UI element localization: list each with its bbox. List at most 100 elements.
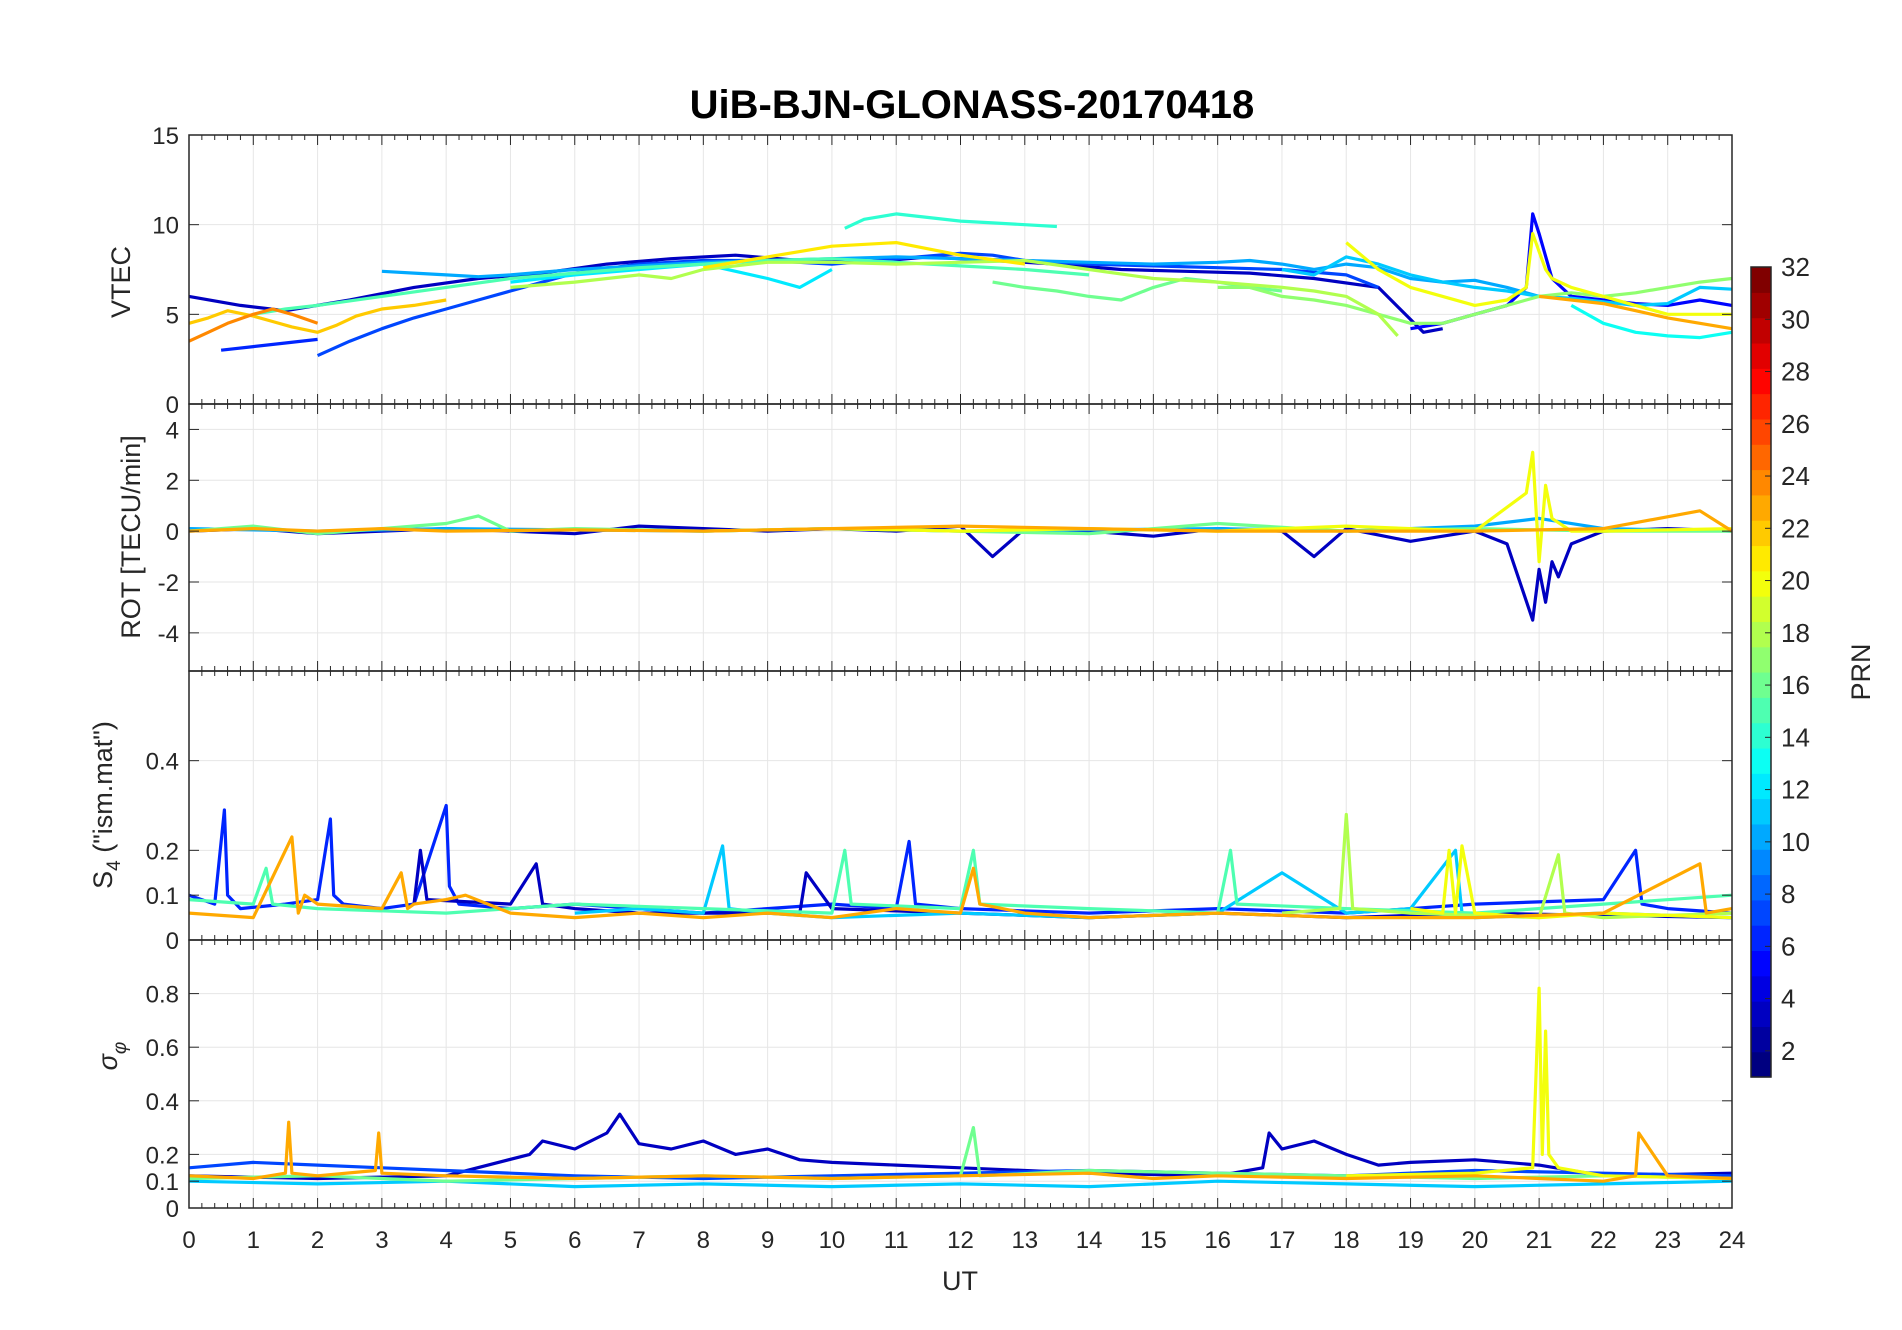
x-tick-label: 4 (439, 1227, 452, 1254)
colorbar-tick-label: 28 (1781, 357, 1810, 387)
y-tick-label: 4 (166, 417, 179, 444)
colorbar-step (1751, 1026, 1771, 1053)
x-tick-label: 18 (1333, 1227, 1360, 1254)
x-tick-label: 10 (819, 1227, 846, 1254)
series-line-prn-23 (188, 1120, 1733, 1183)
colorbar-tick-label: 24 (1781, 461, 1810, 491)
series-line-prn-18 (510, 258, 1399, 337)
colorbar-step (1751, 292, 1771, 319)
series-line-prn-20 (1345, 232, 1732, 316)
series-line-prn-21 (703, 241, 1026, 270)
ylabel-vtec: VTEC (106, 246, 136, 318)
colorbar-tick-label: 18 (1781, 618, 1810, 648)
series-line-prn-20 (703, 450, 1733, 564)
chart-title: UiB-BJN-GLONASS-20170418 (690, 83, 1255, 127)
series-line-prn-7 (188, 1160, 1733, 1181)
y-tick-label: 10 (152, 213, 179, 240)
colorbar-step (1751, 672, 1771, 698)
colorbar-tick-label: 14 (1781, 722, 1810, 752)
x-tick-label: 17 (1269, 1227, 1296, 1254)
y-tick-label: -4 (158, 621, 179, 648)
series-line-prn-6 (220, 337, 318, 352)
x-tick-label: 16 (1204, 1227, 1231, 1254)
colorbar-step (1751, 494, 1771, 521)
colorbar-step (1751, 469, 1771, 496)
series-line-prn-17 (1217, 276, 1733, 325)
y-tick-label: 0.4 (146, 749, 179, 776)
colorbar-step (1751, 747, 1771, 774)
x-tick-label: 6 (568, 1227, 581, 1254)
colorbar-step (1751, 849, 1771, 876)
y-tick-label: 0.1 (146, 883, 179, 910)
x-tick-label: 0 (182, 1227, 195, 1254)
series-line-prn-20 (1346, 986, 1733, 1181)
colorbar-tick-label: 20 (1781, 566, 1810, 596)
y-tick-label: 2 (166, 468, 179, 495)
y-tick-label: -2 (158, 570, 179, 597)
y-tick-label: 0 (166, 928, 179, 955)
ticks-rot: -4 -2 0 2 4 (158, 404, 1733, 671)
colorbar-tick-label: 8 (1781, 879, 1795, 909)
panel-sigma-phi: 00.10.2 0.4 0.6 0.8 (146, 939, 1733, 1223)
colorbar-tick-label: 6 (1781, 931, 1795, 961)
colorbar-tick-label: 32 (1781, 252, 1810, 282)
colorbar-step (1751, 570, 1771, 597)
panel-rot: -4 -2 0 2 4 (158, 403, 1733, 672)
x-tick-label: 22 (1590, 1227, 1617, 1254)
y-tick-label: 0.2 (146, 1142, 179, 1169)
series-sigma-phi (188, 986, 1733, 1189)
series-line-prn-22 (188, 298, 447, 334)
series-line-prn-23 (1538, 294, 1733, 331)
colorbar-step (1751, 1051, 1771, 1078)
colorbar-step (1751, 925, 1771, 952)
colorbar-step (1751, 798, 1771, 825)
colorbar-step (1751, 342, 1771, 369)
x-tick-label: 3 (375, 1227, 388, 1254)
y-tick-label: 0.1 (146, 1169, 179, 1196)
x-axis-label: UT (942, 1266, 978, 1296)
series-line-prn-13 (1570, 304, 1733, 340)
colorbar-step (1751, 621, 1771, 648)
colorbar-step (1751, 444, 1771, 471)
series-line-prn-15 (188, 848, 1733, 915)
ylabel-s4: S4 ("ism.mat") (88, 721, 125, 889)
y-tick-label: 0.8 (146, 982, 179, 1009)
y-tick-label: 0.4 (146, 1089, 179, 1116)
colorbar-step (1751, 722, 1771, 749)
y-tick-label: 0 (166, 392, 179, 419)
colorbar-tick-label: 4 (1781, 984, 1795, 1014)
colorbar-label: PRN (1846, 643, 1876, 700)
series-s4 (188, 803, 1733, 920)
colorbar-tick-label: 16 (1781, 670, 1810, 700)
y-tick-label: 0.6 (146, 1035, 179, 1062)
axes-frame-sigma-phi (188, 939, 1733, 1209)
x-tick-label: 2 (311, 1227, 324, 1254)
x-tick-label: 8 (697, 1227, 710, 1254)
x-tick-label: 19 (1397, 1227, 1424, 1254)
colorbar-step (1751, 393, 1771, 420)
series-line-prn-15 (253, 257, 1090, 316)
colorbar-step (1751, 773, 1771, 800)
y-tick-label: 0.2 (146, 838, 179, 865)
y-tick-label: 0 (166, 519, 179, 546)
x-tick-label: 1 (247, 1227, 260, 1254)
series-vtec (188, 212, 1733, 358)
colorbar-step (1751, 950, 1771, 977)
x-tick-labels: 0 1 2 3 4 5 6 7 8 9 10 11 12 13 14 15 16 17 18 19 20 21 22 23 24 (182, 1227, 1745, 1254)
colorbar-step (1751, 874, 1771, 901)
series-line-prn-3 (188, 1112, 1733, 1181)
x-tick-label: 14 (1076, 1227, 1103, 1254)
series-line-prn-24 (188, 307, 319, 343)
colorbar-step (1751, 267, 1771, 293)
colorbar-step (1751, 823, 1771, 850)
series-line-prn-10 (381, 255, 1540, 298)
colorbar-step (1751, 646, 1771, 673)
y-tick-label: 0 (166, 1196, 179, 1223)
colorbar-tick-label: 12 (1781, 775, 1810, 805)
ticks-sigma-phi: 00.10.2 0.4 0.6 0.8 (146, 940, 1733, 1223)
ylabel-s4-text: "ism.mat" (88, 730, 118, 844)
